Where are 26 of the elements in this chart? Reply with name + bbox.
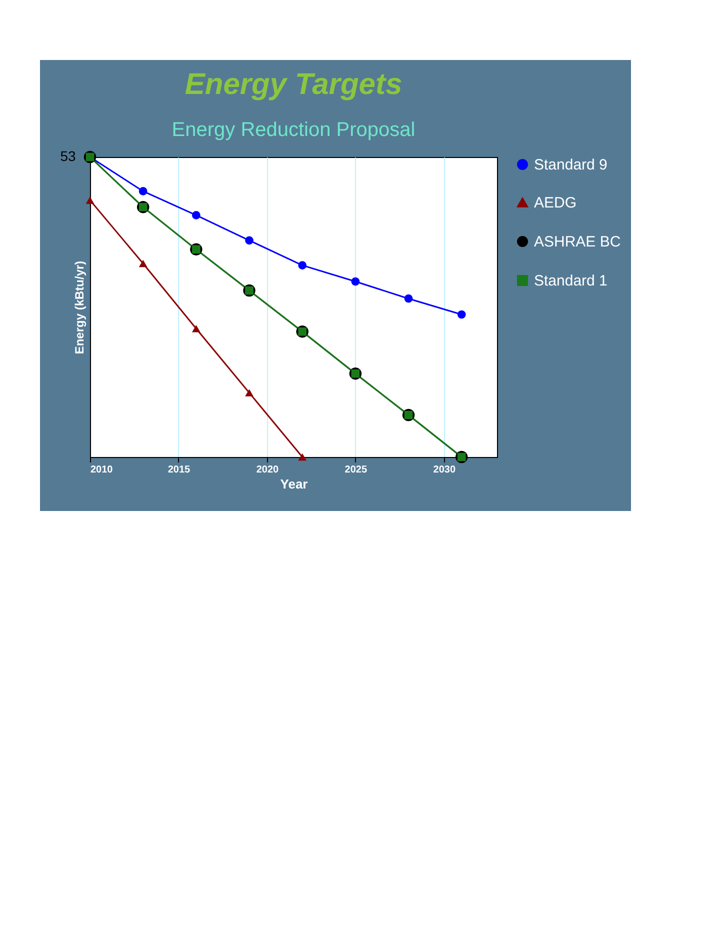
x-tick-label: 2025: [344, 464, 368, 476]
point: [457, 310, 466, 319]
x-tick-label: 2030: [433, 464, 456, 476]
point: [245, 236, 254, 245]
point: [192, 324, 200, 332]
legend-label: ASHRAE BC: [534, 234, 621, 250]
x-axis-title: Year: [280, 476, 308, 492]
point: [351, 277, 360, 286]
chart-subtitle: Energy Reduction Proposal: [172, 119, 416, 141]
x-tick-label: 2015: [168, 464, 191, 476]
legend-label: Standard 9: [534, 156, 608, 174]
chart-title: Energy Targets: [184, 68, 402, 101]
point: [138, 187, 148, 196]
x-tick-label: 2020: [256, 464, 280, 476]
legend-label: AEDG: [534, 194, 577, 212]
point: [245, 389, 254, 396]
point: [192, 211, 200, 220]
point: [298, 453, 307, 461]
point: [298, 261, 307, 270]
point: [86, 196, 94, 204]
y-axis-title: Energy (kBtu/yr): [72, 260, 86, 354]
legend-label: Standard 1: [534, 272, 608, 290]
point: [138, 260, 148, 268]
annotation: 53: [60, 148, 76, 164]
point: [404, 294, 413, 303]
x-tick-label: 2010: [90, 464, 114, 476]
